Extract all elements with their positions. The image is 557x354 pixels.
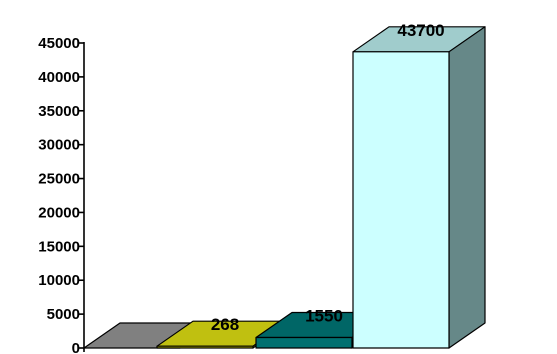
y-tick-label: 35000 [38, 103, 80, 120]
data-label: 268 [211, 315, 239, 334]
data-labels: 268 1550 43700 [211, 21, 445, 334]
y-tick-label: 0 [72, 340, 80, 354]
y-tick-label: 30000 [38, 137, 80, 154]
y-axis: 0 5000 10000 15000 20000 25000 30000 35000 40000… [38, 35, 85, 354]
y-tick-label: 25000 [38, 171, 80, 188]
y-tick-label: 15000 [38, 238, 80, 255]
bars [83, 26, 486, 349]
data-label: 43700 [397, 21, 444, 40]
y-tick-label: 40000 [38, 69, 80, 86]
bar-front-face [352, 51, 450, 349]
y-tick-label: 5000 [47, 306, 80, 323]
bar-front-face [156, 345, 254, 349]
bar-front-face [255, 336, 353, 349]
y-tick-label: 20000 [38, 204, 80, 221]
y-tick-label: 10000 [38, 272, 80, 289]
bar-side-face [448, 26, 486, 349]
y-tick-label: 45000 [38, 35, 80, 52]
data-label: 1550 [305, 306, 343, 325]
bar [352, 26, 486, 349]
